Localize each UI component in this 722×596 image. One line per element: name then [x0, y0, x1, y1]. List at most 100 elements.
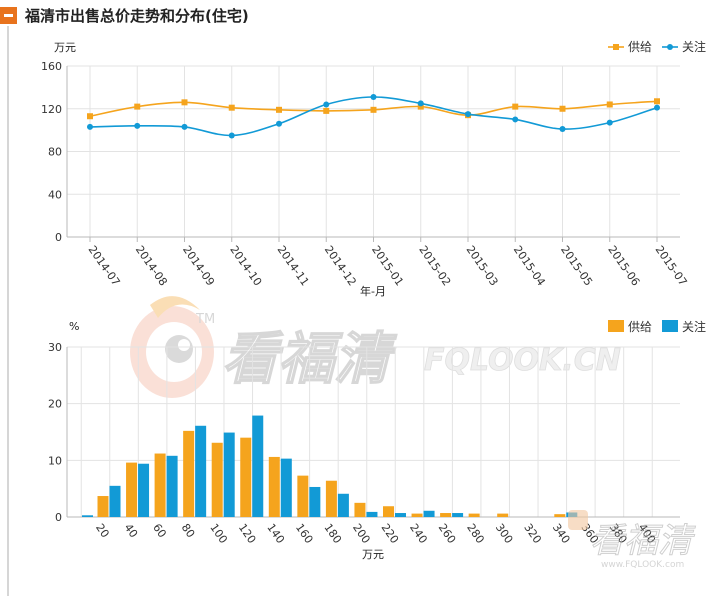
bar-supply	[154, 453, 166, 517]
data-point-supply	[181, 99, 188, 106]
x-tick-label: 100	[207, 521, 230, 546]
data-point-supply	[417, 103, 424, 110]
y-tick-label: 80	[48, 146, 62, 159]
y-tick-label: 20	[48, 398, 62, 411]
y-tick-label: 10	[48, 454, 62, 467]
bar-supply	[411, 513, 423, 517]
data-point-attention	[181, 123, 188, 130]
bar-attention	[280, 458, 292, 517]
data-point-supply	[370, 106, 377, 113]
bar-attention	[252, 415, 264, 517]
x-tick-label: 2014-08	[133, 243, 170, 288]
x-tick-label: 80	[179, 521, 198, 540]
data-point-attention	[370, 93, 377, 100]
x-tick-label: 200	[350, 521, 373, 546]
x-tick-label: 2014-10	[227, 243, 264, 288]
small-watermark-logo-icon	[568, 510, 588, 530]
bar-supply	[468, 513, 480, 517]
x-tick-label: 40	[122, 521, 141, 540]
data-point-supply	[323, 107, 330, 114]
bar-attention	[337, 493, 349, 517]
bar-attention	[366, 511, 378, 517]
x-tick-label: 60	[150, 521, 169, 540]
section-header: 福清市出售总价走势和分布(住宅)	[0, 4, 249, 26]
data-point-supply	[134, 103, 141, 110]
x-tick-label: 2014-12	[322, 243, 359, 288]
bar-attention	[195, 425, 207, 517]
data-point-attention	[276, 120, 282, 127]
x-tick-label: 280	[464, 521, 487, 546]
bar-attention	[395, 513, 406, 517]
legend-marker-attention	[667, 44, 673, 50]
x-tick-label: 260	[436, 521, 459, 546]
data-point-supply	[559, 105, 566, 112]
data-point-attention	[417, 100, 424, 107]
bar-supply	[183, 430, 195, 517]
legend-marker-supply	[608, 320, 624, 332]
x-tick-label: 120	[236, 521, 259, 546]
x-tick-label: 2015-07	[653, 243, 690, 288]
x-tick-label: 2015-01	[369, 243, 406, 288]
x-tick-label: 2015-03	[464, 243, 501, 288]
data-point-supply	[276, 106, 282, 113]
data-point-attention	[606, 119, 613, 126]
bar-supply	[325, 480, 337, 517]
legend-marker-attention	[662, 320, 678, 332]
x-tick-label: 2015-04	[511, 243, 548, 288]
data-point-attention	[559, 126, 566, 133]
section-title: 福清市出售总价走势和分布(住宅)	[25, 6, 249, 25]
collapse-icon[interactable]	[0, 6, 17, 24]
data-point-attention	[323, 101, 330, 108]
data-point-attention	[87, 123, 93, 130]
bar-attention	[109, 485, 121, 517]
x-tick-label: 2015-06	[605, 243, 642, 288]
bar-attention	[452, 513, 464, 517]
bar-attention	[138, 463, 150, 517]
x-tick-label: 2014-07	[86, 243, 123, 288]
y-tick-label: 160	[41, 60, 62, 73]
x-axis-label: 年-月	[360, 284, 386, 298]
small-watermark: 看福清 www.FQLOOK.com	[568, 510, 696, 570]
bar-supply	[211, 442, 223, 517]
y-axis-label: %	[69, 320, 79, 333]
data-point-attention	[512, 116, 519, 123]
y-tick-label: 40	[48, 188, 62, 201]
watermark-url: FQLOOK.CN	[424, 343, 621, 378]
x-tick-label: 160	[293, 521, 316, 546]
bar-supply	[354, 502, 366, 517]
data-point-supply	[87, 113, 93, 120]
bar-supply	[554, 514, 566, 517]
data-point-supply	[654, 98, 660, 105]
bar-supply	[268, 456, 280, 517]
bar-attention	[309, 486, 321, 517]
bar-supply	[297, 475, 309, 517]
x-tick-label: 2015-02	[416, 243, 453, 288]
data-point-attention	[465, 111, 471, 118]
bar-attention	[223, 432, 235, 517]
legend-label-attention: 关注	[682, 39, 706, 54]
x-tick-label: 320	[521, 521, 544, 546]
data-point-supply	[228, 104, 235, 111]
bar-supply	[383, 506, 394, 517]
bar-supply	[497, 513, 509, 517]
legend-label-attention: 关注	[682, 319, 706, 334]
data-point-attention	[228, 132, 235, 139]
small-watermark-url: www.FQLOOK.com	[601, 560, 684, 570]
x-tick-label: 2014-11	[275, 243, 312, 288]
x-tick-label: 20	[93, 521, 112, 540]
brand-logo-icon	[130, 296, 214, 398]
legend-label-supply: 供给	[628, 40, 652, 54]
bar-supply	[126, 462, 138, 517]
data-point-supply	[512, 103, 519, 110]
x-tick-label: 300	[493, 521, 516, 546]
y-tick-label: 30	[48, 341, 62, 354]
data-point-supply	[606, 101, 613, 108]
y-tick-label: 0	[55, 231, 62, 244]
x-tick-label: 2015-05	[558, 243, 595, 288]
y-tick-label: 0	[55, 511, 62, 524]
x-tick-label: 220	[379, 521, 402, 546]
x-tick-label: 140	[264, 521, 287, 546]
bar-attention	[82, 515, 93, 517]
x-axis-label: 万元	[362, 548, 384, 561]
bar-attention	[423, 510, 435, 517]
